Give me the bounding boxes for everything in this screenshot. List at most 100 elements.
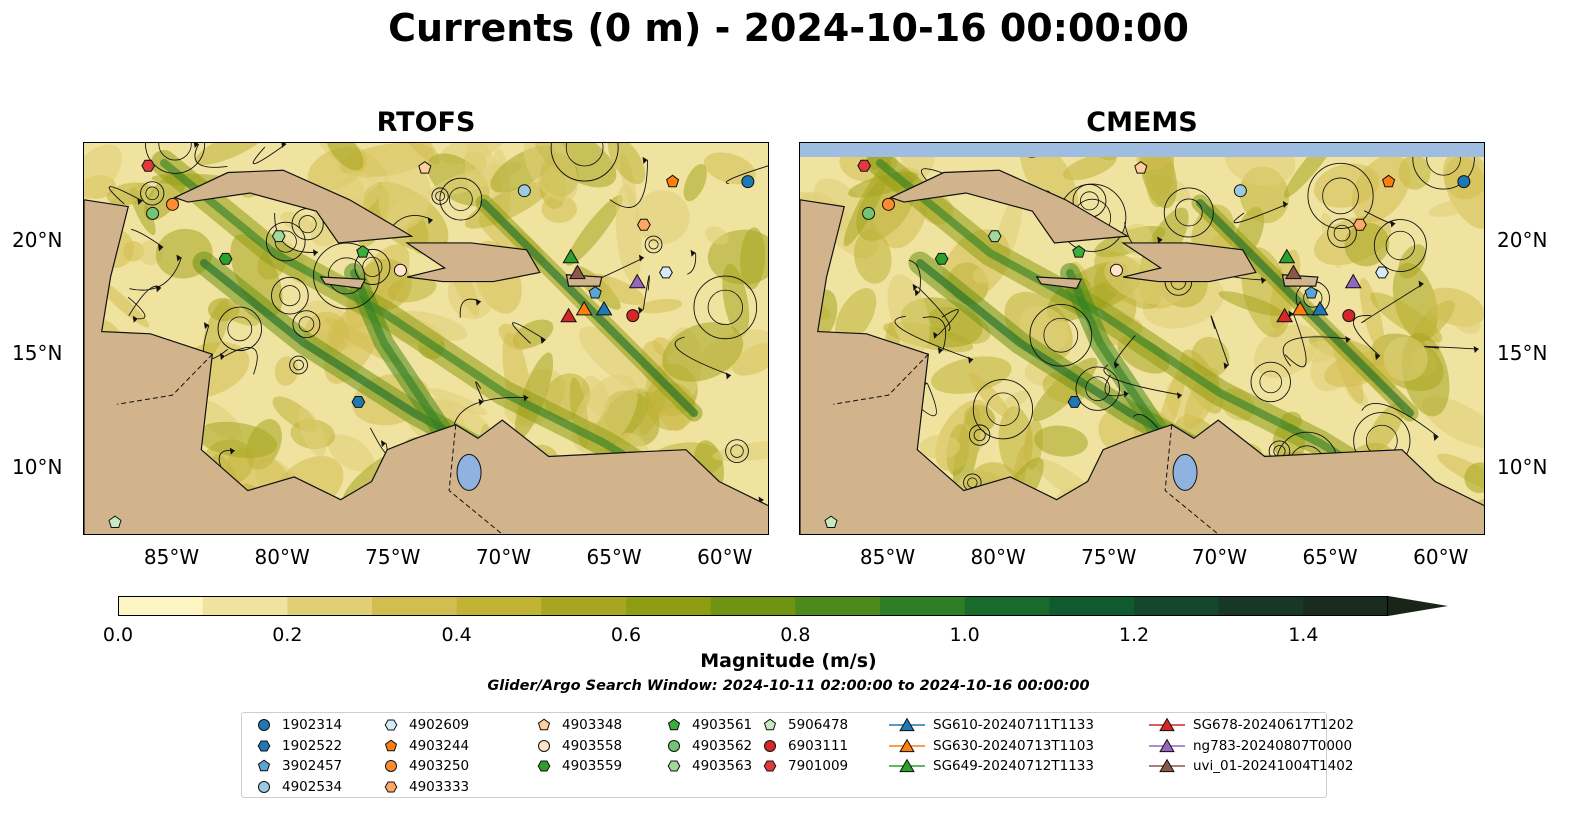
hexagon-marker-icon [384, 719, 398, 731]
circle-marker-icon [258, 780, 270, 793]
legend-label: 6903111 [788, 737, 849, 754]
colorbar-scale [118, 596, 1448, 616]
panel-title-rtofs: RTOFS [376, 107, 476, 138]
argo-marker [1072, 245, 1086, 258]
legend-label: SG630-20240713T1103 [933, 737, 1094, 754]
x-tick-label: 70°W [475, 545, 532, 569]
legend-label: 4903561 [692, 717, 753, 733]
legend-label: 4903559 [562, 758, 623, 774]
legend-item: SG649-20240712T1133 [887, 757, 1094, 775]
argo-marker [862, 206, 876, 220]
x-tick-label: 60°W [1413, 545, 1469, 569]
legend-item: 4903558 [532, 737, 622, 755]
circle-marker-icon [668, 739, 680, 752]
x-tick-label: 75°W [1081, 545, 1137, 569]
legend-item: 4903559 [532, 757, 622, 775]
x-tick-label: 80°W [254, 545, 310, 569]
legend-item: 4903333 [379, 778, 469, 796]
triangle-marker-icon [889, 758, 925, 773]
hexagon-marker-icon [384, 781, 398, 792]
triangle-marker-icon [1159, 758, 1175, 773]
argo-marker [666, 174, 680, 188]
argo-marker [356, 245, 370, 258]
colorbar-segment [202, 596, 288, 616]
argo-marker [1233, 184, 1247, 198]
glider-marker [1276, 307, 1294, 323]
colorbar-tick-label: 1.2 [1118, 624, 1150, 646]
y-tick-label-right: 10°N [1497, 454, 1548, 479]
colorbar-label: Magnitude (m/s) [700, 650, 877, 672]
legend-label: SG649-20240712T1133 [933, 758, 1094, 774]
pentagon-marker-icon [257, 759, 271, 772]
hexagon-marker-icon [257, 740, 271, 751]
argo-marker [741, 175, 755, 189]
land-mass [889, 169, 1130, 244]
hexagon-marker-icon [537, 760, 551, 772]
colorbar-extend-arrow [1388, 596, 1448, 616]
argo-marker [882, 197, 896, 211]
legend-label: uvi_01-20241004T1402 [1193, 758, 1354, 774]
colorbar-segment [372, 596, 458, 616]
colorbar-segment [541, 596, 627, 616]
legend-item: 6903111 [758, 737, 848, 755]
legend-item: 7901009 [758, 757, 848, 775]
colorbar-segment [456, 596, 542, 616]
x-tick-label: 85°W [859, 545, 916, 569]
colorbar-tick-label: 1.0 [949, 624, 980, 646]
legend-item: 4902534 [252, 778, 342, 796]
argo-marker [393, 263, 407, 277]
argo-marker [146, 206, 160, 220]
legend-label: 4903244 [409, 737, 470, 754]
map-canvas [84, 143, 768, 534]
argo-marker [637, 218, 651, 231]
glider-marker [1311, 300, 1329, 316]
land-mass [800, 199, 1484, 534]
colorbar-segment [795, 596, 881, 616]
glider-marker [569, 264, 586, 280]
circle-marker-icon [668, 739, 680, 752]
argo-marker [517, 184, 531, 198]
legend-label: 5906478 [788, 717, 849, 733]
panel-title-cmems: CMEMS [1086, 107, 1198, 138]
glider-marker [562, 248, 580, 264]
argo-marker [418, 161, 432, 174]
argo-marker [934, 252, 949, 265]
glider-marker [575, 300, 593, 316]
legend-label: 4903562 [692, 737, 753, 754]
argo-marker [824, 515, 838, 528]
argo-marker [626, 309, 640, 323]
glider-marker [595, 300, 613, 316]
hexagon-marker-icon [667, 760, 681, 772]
circle-marker-icon [258, 780, 270, 793]
legend-label: 7901009 [788, 758, 849, 774]
colorbar-segment [1134, 596, 1220, 616]
argo-marker [1353, 218, 1367, 231]
argo-marker [1109, 263, 1123, 277]
triangle-marker-icon [899, 738, 915, 752]
map-canvas [800, 143, 1484, 534]
no-data-band [800, 143, 1484, 157]
legend-label: 4903250 [409, 758, 470, 774]
x-tick-label: 80°W [970, 545, 1026, 569]
land-mass [1035, 276, 1082, 290]
triangle-marker-icon [899, 717, 915, 732]
colorbar-tick-label: 0.0 [102, 624, 134, 646]
circle-marker-icon [258, 719, 270, 731]
hexagon-marker-icon [763, 760, 777, 772]
argo-marker [987, 230, 1002, 243]
legend-item: SG630-20240713T1103 [887, 737, 1094, 755]
argo-marker [141, 159, 156, 172]
triangle-marker-icon [1159, 717, 1175, 732]
glider-marker [560, 307, 578, 323]
legend-label: SG610-20240711T1133 [933, 717, 1094, 733]
glider-marker [1344, 273, 1362, 289]
circle-marker-icon [258, 719, 270, 731]
colorbar-segment [880, 596, 966, 616]
cmems-map-panel [799, 142, 1485, 535]
legend-item: 4903563 [662, 757, 752, 775]
triangle-marker-icon [1159, 738, 1175, 752]
argo-marker [659, 266, 673, 279]
y-tick-label-left: 20°N [12, 227, 63, 252]
legend-item: 4903244 [379, 737, 469, 755]
colorbar-tick-label: 0.2 [272, 624, 303, 646]
